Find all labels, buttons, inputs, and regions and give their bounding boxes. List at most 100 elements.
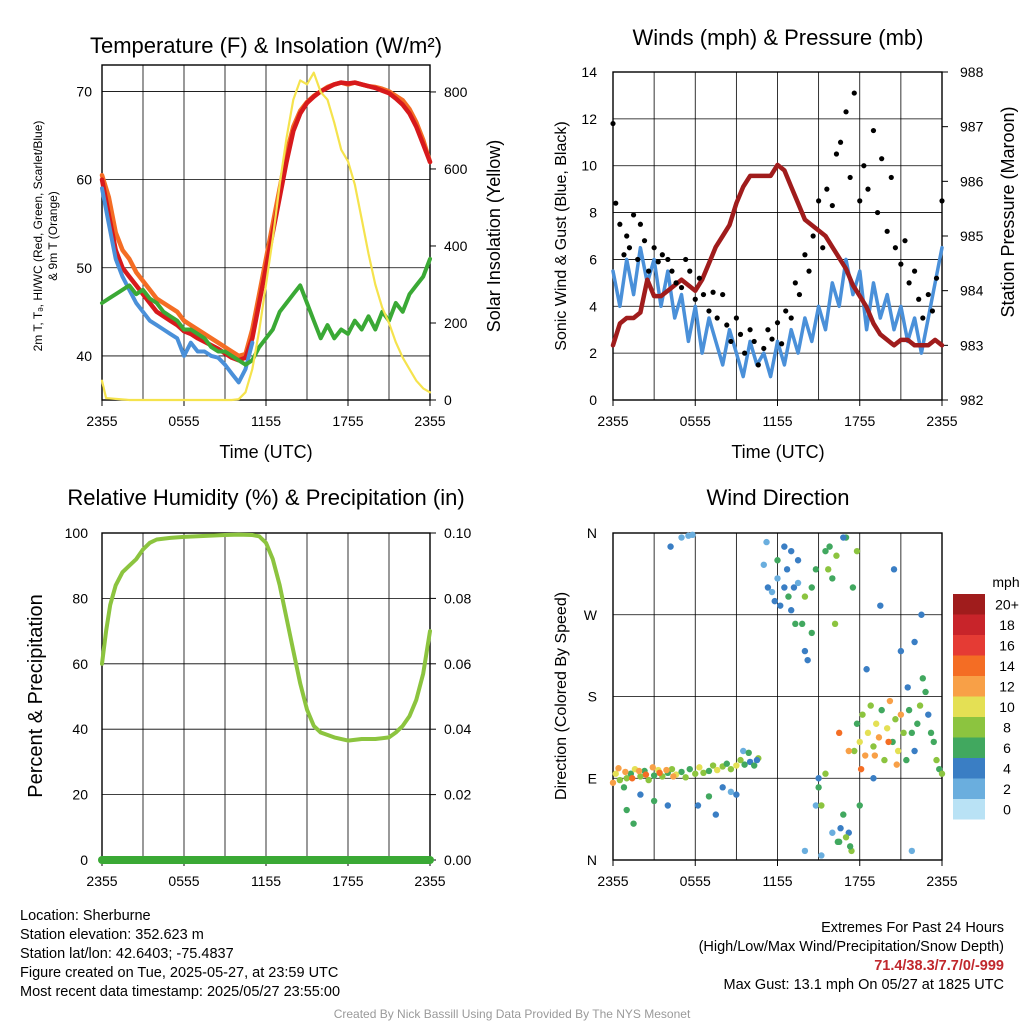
gust-point bbox=[816, 198, 822, 204]
gust-point bbox=[610, 120, 616, 127]
gust-point bbox=[792, 280, 798, 286]
figure-created: Figure created on Tue, 2025-05-27, at 23… bbox=[20, 965, 339, 981]
direction-point bbox=[763, 538, 770, 546]
direction-point bbox=[856, 802, 863, 809]
x-tick-label: 0555 bbox=[680, 413, 711, 429]
gust-point bbox=[624, 233, 630, 239]
direction-point bbox=[916, 702, 924, 709]
pressure-ylabel: Station Pressure (Maroon) bbox=[998, 106, 1018, 317]
x-tick-label: 2355 bbox=[86, 873, 117, 889]
y-tick-label: 12 bbox=[581, 111, 597, 127]
temperature-xlabel: Time (UTC) bbox=[219, 442, 312, 462]
gust-point bbox=[710, 289, 716, 295]
x-tick-label: 1155 bbox=[762, 413, 792, 429]
gust-point bbox=[651, 245, 657, 251]
y-tick-label: S bbox=[588, 689, 597, 705]
x-tick-label: 0555 bbox=[680, 873, 711, 889]
gust-point bbox=[626, 245, 633, 251]
direction-point bbox=[859, 711, 866, 718]
winds-title: Winds (mph) & Pressure (mb) bbox=[633, 25, 924, 50]
gust-point bbox=[747, 327, 753, 333]
y-right-tick-label: 0.06 bbox=[444, 656, 471, 672]
insolation-line bbox=[100, 71, 432, 402]
winds-panel: Winds (mph) & Pressure (mb) Time (UTC) S… bbox=[553, 25, 1018, 462]
gust-point bbox=[884, 228, 890, 234]
x-tick-label: 2355 bbox=[414, 873, 445, 889]
gust-point bbox=[696, 275, 702, 281]
x-tick-label: 1755 bbox=[332, 413, 363, 429]
direction-point bbox=[771, 597, 778, 605]
y-right-tick-label: 0.02 bbox=[444, 787, 471, 803]
gust-point bbox=[751, 338, 757, 345]
gust-point bbox=[939, 198, 945, 204]
direction-point bbox=[808, 584, 815, 591]
gust-point bbox=[673, 280, 679, 286]
gust-point bbox=[779, 341, 785, 347]
station-info: Location: Sherburne Station elevation: 3… bbox=[20, 907, 340, 1002]
direction-point bbox=[700, 769, 707, 776]
direction-point bbox=[812, 566, 820, 573]
direction-point bbox=[870, 743, 877, 750]
gust-point bbox=[641, 238, 648, 244]
direction-point bbox=[781, 543, 788, 550]
extremes-values: 71.4/38.3/7.7/0/-999 bbox=[874, 958, 1004, 974]
direction-point bbox=[853, 547, 861, 555]
direction-point bbox=[777, 602, 784, 609]
x-tick-label: 1755 bbox=[332, 873, 363, 889]
winds-xlabel: Time (UTC) bbox=[731, 442, 824, 462]
direction-point bbox=[637, 791, 644, 798]
direction-point bbox=[650, 797, 658, 805]
gust-point bbox=[933, 275, 940, 281]
gust-point bbox=[861, 163, 867, 169]
direction-point bbox=[870, 775, 877, 782]
direction-point bbox=[826, 543, 833, 550]
gust-point bbox=[700, 291, 707, 298]
direction-point bbox=[740, 747, 747, 755]
direction-point bbox=[622, 768, 629, 776]
direction-point bbox=[883, 725, 891, 732]
gust-point bbox=[733, 315, 739, 321]
gust-point bbox=[665, 256, 671, 263]
y-tick-label: N bbox=[587, 852, 597, 868]
direction-point bbox=[753, 756, 761, 764]
direction-point bbox=[911, 747, 918, 755]
y-tick-label: 0 bbox=[80, 852, 88, 868]
direction-point bbox=[689, 531, 696, 539]
x-tick-label: 2355 bbox=[414, 413, 445, 429]
y-tick-label: 70 bbox=[76, 83, 92, 99]
direction-point bbox=[733, 791, 740, 798]
direction-point bbox=[927, 729, 935, 737]
direction-point bbox=[668, 765, 676, 773]
direction-ylabel: Direction (Colored By Speed) bbox=[553, 592, 570, 800]
gust-point bbox=[824, 186, 830, 192]
direction-point bbox=[845, 747, 852, 755]
direction-point bbox=[609, 779, 617, 786]
gust-point bbox=[870, 127, 877, 134]
direction-point bbox=[900, 729, 907, 737]
direction-point bbox=[792, 620, 799, 628]
direction-point bbox=[911, 638, 918, 646]
gust-point bbox=[635, 256, 641, 263]
direction-point bbox=[918, 611, 925, 618]
direction-point bbox=[922, 688, 929, 696]
direction-point bbox=[905, 706, 913, 714]
direction-point bbox=[914, 720, 921, 727]
gust-point bbox=[802, 252, 808, 258]
x-tick-label: 2355 bbox=[597, 413, 628, 429]
x-tick-label: 0555 bbox=[168, 413, 199, 429]
x-tick-label: 1155 bbox=[251, 413, 281, 429]
gust-point bbox=[724, 322, 730, 328]
direction-point bbox=[663, 766, 670, 774]
legend-label: 8 bbox=[1003, 719, 1011, 735]
direction-point bbox=[886, 697, 894, 705]
direction-point bbox=[682, 774, 689, 781]
legend-swatch bbox=[953, 799, 985, 820]
gust-point bbox=[621, 252, 627, 258]
direction-point bbox=[649, 764, 656, 771]
direction-point bbox=[612, 770, 619, 777]
y-right-tick-label: 985 bbox=[960, 228, 984, 244]
gust-point bbox=[806, 268, 812, 274]
direction-point bbox=[846, 843, 854, 850]
direction-point bbox=[903, 756, 910, 764]
temperature-ylabel-line2: & 9m T (Orange) bbox=[46, 191, 60, 281]
